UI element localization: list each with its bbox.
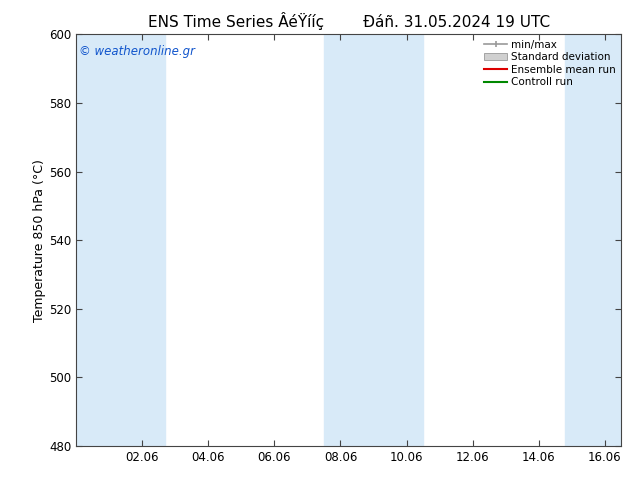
Text: © weatheronline.gr: © weatheronline.gr	[79, 45, 195, 58]
Bar	[76, 34, 126, 446]
Legend: min/max, Standard deviation, Ensemble mean run, Controll run: min/max, Standard deviation, Ensemble me…	[481, 36, 619, 91]
Bar	[324, 34, 373, 446]
Bar	[565, 34, 621, 446]
Bar	[373, 34, 423, 446]
Y-axis label: Temperature 850 hPa (°C): Temperature 850 hPa (°C)	[33, 159, 46, 321]
Bar	[126, 34, 165, 446]
Title: ENS Time Series ÂéŸííç        Đáñ. 31.05.2024 19 UTC: ENS Time Series ÂéŸííç Đáñ. 31.05.2024 1…	[148, 12, 550, 30]
